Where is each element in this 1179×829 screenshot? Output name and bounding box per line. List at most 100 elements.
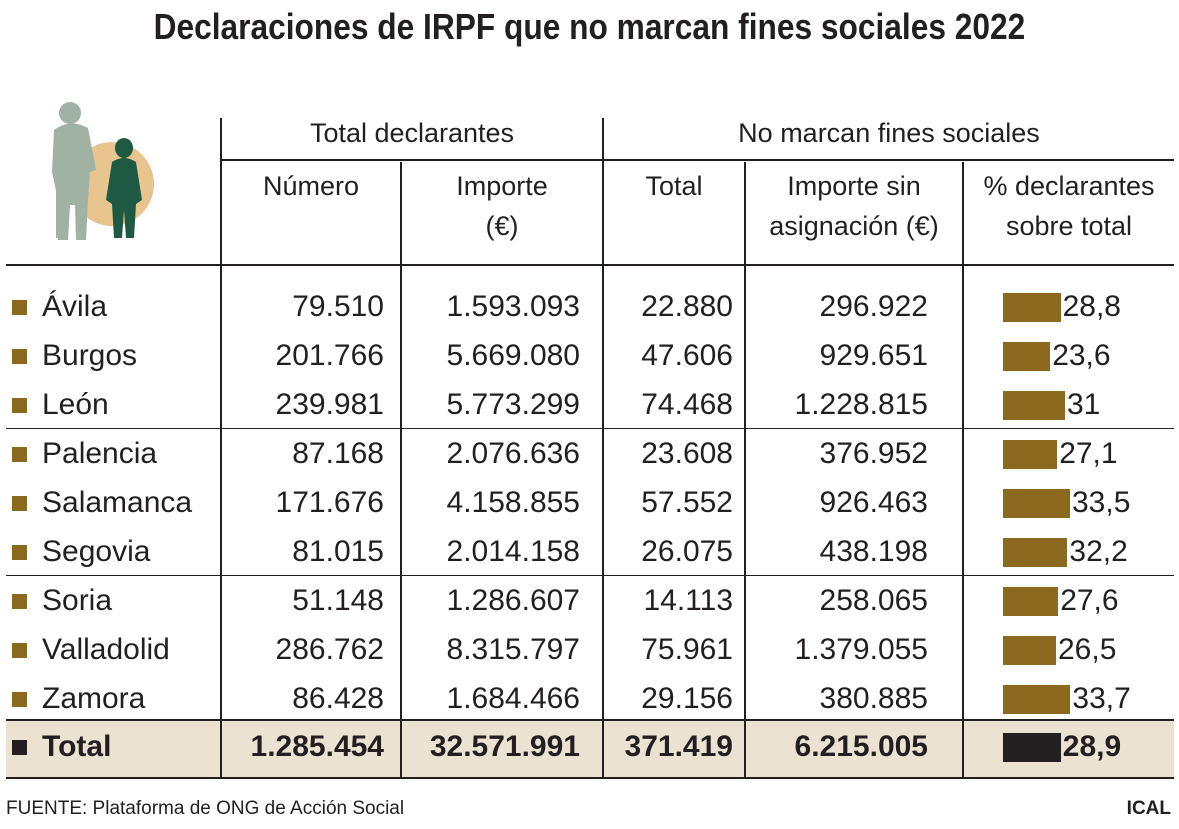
pct-value-label: 23,6: [1052, 339, 1111, 372]
pct-value-label: 28,8: [1062, 290, 1121, 323]
pct-bar: [1003, 440, 1058, 469]
pct-value-label: 28,9: [1062, 730, 1122, 763]
row-marker-square: [12, 447, 27, 462]
cell-total: 75.961: [641, 633, 733, 666]
illustration-adult: [52, 102, 96, 240]
elderly-and-child-icon: [52, 102, 154, 240]
agency-credit: ICAL: [1126, 798, 1171, 819]
province-label: Salamanca: [42, 486, 193, 519]
cell-total: 57.552: [641, 486, 733, 519]
province-label: León: [42, 388, 109, 421]
cell-numero: 87.168: [292, 437, 384, 470]
row-marker-square: [12, 692, 27, 707]
header-pct-line1: % declarantes: [983, 171, 1155, 201]
row-marker-square: [12, 349, 27, 364]
cell-numero: 286.762: [275, 633, 384, 666]
pct-bar: [1003, 391, 1065, 420]
province-label: Segovia: [42, 535, 151, 568]
cell-importe: 1.684.466: [446, 682, 580, 715]
pct-value-label: 26,5: [1058, 633, 1117, 666]
cell-numero: 51.148: [292, 584, 384, 617]
cell-importe-sin: 1.379.055: [794, 633, 928, 666]
cell-numero: 81.015: [292, 535, 384, 568]
pct-value-label: 33,5: [1072, 486, 1131, 519]
cell-importe-sin: 438.198: [819, 535, 928, 568]
pct-value-label: 31: [1067, 388, 1101, 421]
cell-numero: 171.676: [275, 486, 384, 519]
pct-value-label: 27,6: [1060, 584, 1119, 617]
cell-numero: 201.766: [275, 339, 384, 372]
cell-importe-sin: 376.952: [819, 437, 928, 470]
cell-total: 47.606: [641, 339, 733, 372]
pct-bar: [1003, 587, 1059, 616]
header-importe-line1: Importe: [456, 171, 548, 201]
cell-total: 371.419: [624, 730, 733, 763]
header-numero: Número: [262, 171, 360, 201]
cell-importe: 5.773.299: [446, 388, 580, 421]
cell-importe: 1.286.607: [446, 584, 580, 617]
cell-total: 23.608: [641, 437, 733, 470]
pct-bar: [1003, 293, 1061, 322]
cell-importe-sin: 1.228.815: [794, 388, 928, 421]
total-bottom-rule: [6, 777, 1174, 779]
cell-total: 14.113: [643, 584, 733, 617]
header-importe-line2: (€): [485, 211, 519, 241]
cell-total: 22.880: [641, 290, 733, 323]
source-note: FUENTE: Plataforma de ONG de Acción Soci…: [6, 798, 405, 819]
cell-total: 29.156: [641, 682, 733, 715]
header-bottom-rule: [6, 264, 1174, 266]
row-marker-square: [12, 643, 27, 658]
column-divider: [400, 162, 402, 778]
cell-importe: 5.669.080: [446, 339, 580, 372]
province-label: Zamora: [42, 682, 146, 715]
header-total-declarantes: Total declarantes: [309, 118, 515, 148]
province-label: Burgos: [42, 339, 138, 372]
row-marker-square: [12, 545, 27, 560]
cell-importe-sin: 380.885: [819, 682, 928, 715]
row-group-divider: [6, 575, 1174, 576]
pct-value-label: 32,2: [1069, 535, 1128, 568]
province-label: Valladolid: [42, 633, 170, 666]
row-marker-square: [12, 740, 27, 755]
pct-value-label: 33,7: [1072, 682, 1131, 715]
column-divider: [602, 118, 604, 778]
chart-title: Declaraciones de IRPF que no marcan fine…: [153, 6, 1026, 47]
header-total: Total: [645, 171, 703, 201]
total-top-rule: [6, 719, 1174, 721]
cell-importe-sin: 296.922: [819, 290, 928, 323]
row-marker-square: [12, 496, 27, 511]
cell-importe-sin: 926.463: [819, 486, 928, 519]
pct-bar: [1003, 538, 1068, 567]
province-label: Ávila: [42, 290, 108, 323]
column-divider: [220, 118, 222, 778]
cell-importe: 1.593.093: [446, 290, 580, 323]
row-marker-square: [12, 594, 27, 609]
cell-importe: 8.315.797: [446, 633, 580, 666]
cell-importe: 4.158.855: [446, 486, 580, 519]
total-row-band: [6, 720, 1174, 777]
row-group-divider: [6, 428, 1174, 429]
cell-numero: 86.428: [292, 682, 384, 715]
header-group-divider: [221, 159, 1174, 161]
province-label: Soria: [42, 584, 113, 617]
pct-bar: [1003, 636, 1056, 665]
cell-importe: 2.076.636: [446, 437, 580, 470]
cell-total: 26.075: [641, 535, 733, 568]
cell-numero: 239.981: [275, 388, 384, 421]
pct-bar: [1003, 342, 1051, 371]
header-importe-sin-line1: Importe sin: [787, 171, 921, 201]
cell-total: 74.468: [641, 388, 733, 421]
header-pct-line2: sobre total: [1005, 211, 1133, 241]
illustration-child: [106, 138, 142, 238]
cell-importe-sin: 258.065: [819, 584, 928, 617]
row-marker-square: [12, 300, 27, 315]
cell-importe: 2.014.158: [446, 535, 580, 568]
column-divider: [744, 162, 746, 778]
column-divider: [962, 162, 964, 778]
cell-importe-sin: 929.651: [819, 339, 928, 372]
pct-value-label: 27,1: [1059, 437, 1118, 470]
cell-importe-sin: 6.215.005: [794, 730, 928, 763]
cell-numero: 79.510: [292, 290, 384, 323]
pct-bar: [1003, 489, 1070, 518]
header-no-marcan: No marcan fines sociales: [738, 118, 1040, 148]
